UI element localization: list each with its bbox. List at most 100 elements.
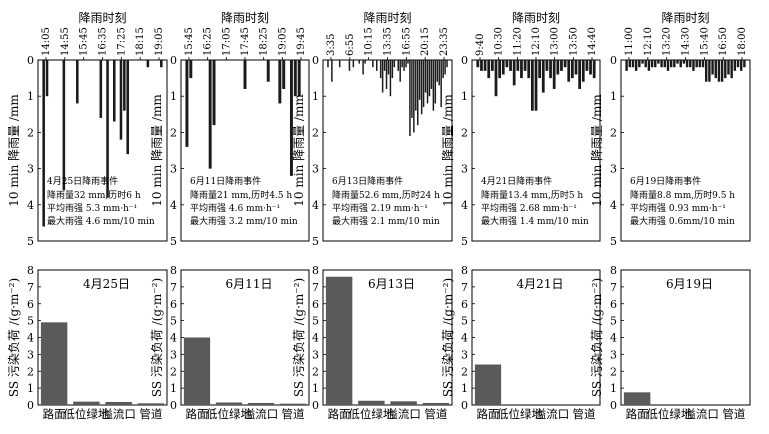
ss-ytick-label: 6 [610,298,617,311]
rainfall-bar [403,60,405,71]
ss-ytick-label: 6 [461,298,468,311]
rainfall-bar [563,60,567,68]
rainfall-bar [42,60,45,227]
ss-category-label: 低位绿地 [497,407,543,421]
ss-ytick-label: 0 [27,399,34,412]
rain-ytick-label: 3 [27,163,34,176]
rain-event-label: 4月21日降雨事件 [481,175,552,187]
rainfall-bar [541,60,545,93]
rainfall-bar [698,60,702,68]
rainfall-bar [720,60,724,82]
rainfall-bar [657,60,660,64]
ss-ytick-label: 4 [610,332,617,345]
rain-event-annotation: 降雨量13.4 mm,历时5 h [481,189,583,201]
ss-load-bar [474,364,502,405]
rain-ytick-label: 2 [461,126,468,139]
rainfall-bar [730,60,733,79]
time-tick-label: 10:15 [364,27,375,56]
rain-event-annotation: 降雨量8.8 mm,历时9.5 h [630,189,735,201]
time-tick-label: 14:30 [681,27,692,56]
rainfall-bar [628,60,631,68]
ss-ylabel: SS 污染负荷 /(g·m⁻²) [589,278,604,397]
ss-ytick-label: 7 [27,281,34,294]
rain-ylabel: 10 min 降雨量 /mm [150,94,164,207]
time-tick-label: 20:15 [420,27,431,56]
ss-ytick-label: 3 [461,348,468,361]
ss-ytick-label: 8 [610,264,617,277]
rainfall-bar [405,60,407,68]
time-tick-label: 11:00 [624,27,635,56]
rainfall-bar [673,60,676,68]
rainfall-bar [379,60,382,79]
ss-load-bar [183,337,211,405]
ss-ytick-label: 2 [312,365,319,378]
rainfall-bar [331,60,333,82]
ss-category-label: 路面 [186,407,209,421]
rain-event-annotation: 最大雨强 3.2 mm/10 min [190,215,298,227]
ss-load-bar [247,402,275,405]
rainfall-bar [440,60,442,108]
rainfall-bar [669,60,673,68]
time-tick-label: 17:25 [116,27,127,56]
ss-load-bar [73,401,100,405]
rainfall-bar [385,60,388,89]
rainfall-bar [644,60,647,68]
rainfall-bar [362,60,364,75]
rainfall-bar [556,60,560,75]
rain-ytick-label: 0 [610,54,617,67]
rainfall-bar [424,60,427,93]
ss-ytick-label: 5 [461,315,468,328]
ss-panel-1: 0 1 2 3 4 5 6 7 8 SS 污染负荷 /(g·m⁻²) 4月25日路面低位绿地溢流口管… [6,264,168,421]
rainfall-bar [549,60,552,79]
rainfall-bar [352,60,355,68]
rainfall-bar [389,60,392,97]
rainfall-bar [704,60,708,82]
rainfall-bar [126,60,129,155]
rain-ytick-label: 3 [170,163,177,176]
ss-ytick-label: 4 [312,332,319,345]
rainfall-bar [442,60,444,79]
ss-category-label: 管道 [139,407,162,421]
rainfall-bar [534,60,538,111]
rain-ytick-label: 1 [170,90,177,103]
rain-event-annotation: 降雨量52.6 mm,历时24 h [332,189,440,201]
ss-category-label: 溢流口 [386,407,421,421]
ss-category-label: 路面 [43,407,66,421]
ss-category-label: 低位绿地 [646,407,692,421]
ss-load-bar [105,401,132,405]
rain-event-annotation: 最大雨强 2.1 mm/10 min [332,215,440,227]
ss-load-bar [390,401,417,405]
rain-ytick-label: 4 [312,199,319,212]
ss-ytick-label: 1 [312,382,319,395]
rainfall-bar [289,60,293,176]
time-tick-label: 17:05 [221,27,232,56]
rainfall-bar [45,60,49,97]
ss-category-label: 路面 [626,407,649,421]
rainfall-bar [736,60,740,68]
ss-category-label: 管道 [282,407,305,421]
rain-ytick-label: 0 [461,54,468,67]
rainfall-bar [634,60,638,71]
rainfall-bar [585,60,589,71]
rainfall-bar [650,60,654,68]
rainfall-bar [446,60,448,68]
rain-ytick-label: 1 [27,90,34,103]
time-tick-label: 11:20 [512,27,523,56]
rain-event-label: 6月19日降雨事件 [630,175,701,187]
ss-ytick-label: 1 [170,382,177,395]
rainfall-bar [438,60,440,86]
rainfall-bar [123,60,126,111]
rain-event-label: 4月25日降雨事件 [47,175,118,187]
ss-category-label: 溢流口 [244,407,279,421]
ss-ytick-label: 6 [27,298,34,311]
ss-ytick-label: 7 [170,281,177,294]
rain-ylabel: 10 min 降雨量 /mm [292,94,306,207]
rainfall-bar [494,60,498,97]
rain-event-annotation: 降雨量21 mm,历时4.5 h [190,189,292,201]
rainfall-bar [364,60,366,64]
rainfall-bar [538,60,542,79]
rainfall-bar [527,60,531,79]
time-tick-label: 12:10 [531,27,542,56]
rainfall-bar [430,60,433,89]
rainfall-bar [724,60,727,79]
